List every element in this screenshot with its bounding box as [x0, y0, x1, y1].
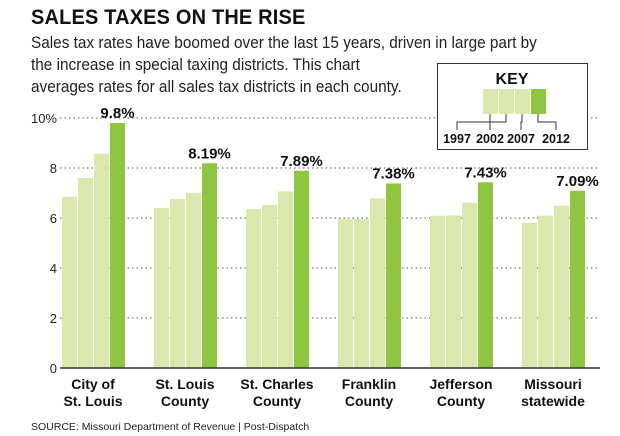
legend-label: 2007: [507, 132, 535, 146]
bar: [62, 196, 77, 368]
legend-swatch: [499, 89, 514, 114]
category-label: City of: [71, 376, 115, 392]
bar: [154, 208, 169, 368]
legend-leader-line: [489, 114, 507, 130]
category-label: St. Louis: [63, 393, 122, 409]
subtitle-line: the increase in special taxing districts…: [31, 56, 360, 74]
bar: [246, 209, 261, 368]
bar: [94, 153, 109, 368]
data-label: 9.8%: [100, 105, 134, 122]
y-tick-label: 6: [50, 211, 57, 226]
bar: [262, 205, 277, 368]
bar: [186, 193, 201, 368]
legend-graphic: KEY 1997 2002 2007 2012: [443, 71, 570, 146]
category-label: statewide: [521, 393, 585, 409]
y-tick-label: 2: [50, 311, 57, 326]
legend-swatch: [483, 89, 498, 114]
category-label: County: [345, 393, 393, 409]
bar: [278, 191, 293, 368]
bar: [294, 170, 309, 368]
bar: [110, 123, 125, 368]
category-label: St. Charles: [240, 376, 313, 392]
bar: [78, 178, 93, 368]
bar: [554, 205, 569, 368]
bar: [202, 163, 217, 368]
bar: [522, 222, 537, 368]
legend-swatch: [531, 89, 546, 114]
y-tick-label: 8: [50, 161, 57, 176]
bar: [462, 202, 477, 368]
data-label: 7.43%: [464, 164, 507, 181]
data-label: 8.19%: [188, 145, 231, 162]
chart-title: SALES TAXES ON THE RISE: [31, 6, 306, 29]
legend-swatch: [515, 89, 530, 114]
bar: [370, 198, 385, 368]
legend-leader-line: [537, 114, 557, 130]
category-label: Missouri: [524, 376, 582, 392]
legend-leader-line: [520, 114, 523, 130]
legend-label: 2002: [476, 132, 504, 146]
bar: [570, 190, 585, 368]
subtitle-line: Sales tax rates have boomed over the las…: [31, 34, 537, 52]
bar: [338, 219, 353, 368]
category-label: St. Louis: [155, 376, 214, 392]
bar: [446, 215, 461, 368]
source-note: SOURCE: Missouri Department of Revenue |…: [31, 421, 310, 433]
legend-leader-line: [456, 114, 491, 130]
category-label: Jefferson: [429, 376, 492, 392]
bar: [170, 199, 185, 368]
data-label: 7.09%: [556, 173, 599, 190]
legend-label: 2012: [542, 132, 570, 146]
y-tick-label: 0: [50, 361, 57, 376]
category-label: County: [437, 393, 485, 409]
bar: [430, 215, 445, 368]
category-label: County: [253, 393, 301, 409]
legend-title: KEY: [496, 71, 529, 88]
y-tick-label: 10%: [31, 111, 57, 126]
bar: [354, 219, 369, 368]
category-label: County: [161, 393, 209, 409]
bar: [478, 182, 493, 368]
subtitle-line: averages rates for all sales tax distric…: [31, 78, 402, 96]
data-label: 7.89%: [280, 153, 323, 170]
y-tick-label: 4: [50, 261, 57, 276]
data-label: 7.38%: [372, 166, 415, 183]
bar: [386, 183, 401, 368]
legend-label: 1997: [443, 132, 471, 146]
bar: [538, 215, 553, 368]
category-label: Franklin: [342, 376, 396, 392]
legend: KEY 1997 2002 2007 2012: [437, 63, 588, 150]
